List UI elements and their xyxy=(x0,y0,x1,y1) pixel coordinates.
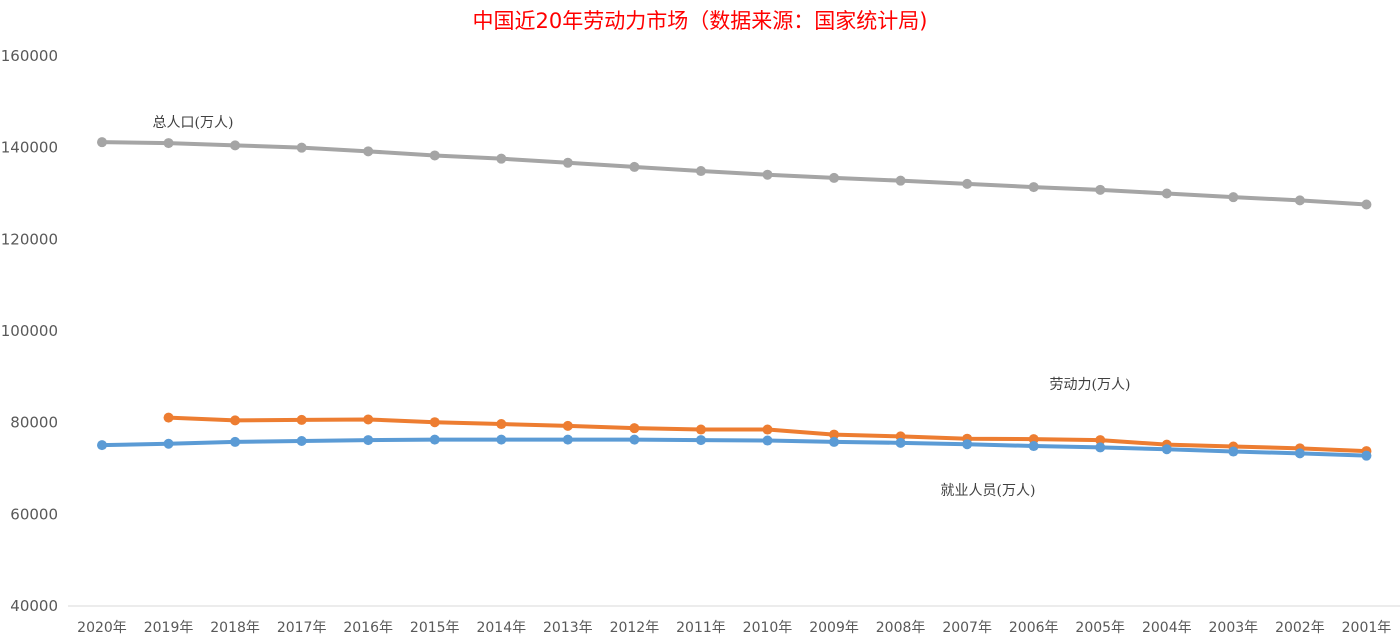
data-point-marker xyxy=(1361,450,1372,461)
data-point-marker xyxy=(296,436,307,446)
chart-title: 中国近20年劳动力市场（数据来源：国家统计局) xyxy=(472,9,928,33)
data-point-marker xyxy=(695,166,706,177)
x-tick-label: 2005年 xyxy=(1075,620,1125,636)
x-tick-label: 2017年 xyxy=(277,620,327,636)
data-point-marker xyxy=(1028,434,1039,445)
data-point-marker xyxy=(1228,446,1239,457)
data-point-marker xyxy=(230,140,241,151)
data-point-marker xyxy=(762,169,773,180)
series-label: 劳动力(万人) xyxy=(1050,377,1131,393)
x-tick-label: 2014年 xyxy=(476,620,526,636)
series-labels: 总人口(万人) 劳动力(万人) 就业人员(万人) xyxy=(153,115,1131,499)
series-group xyxy=(97,137,1372,461)
x-tick-label: 2008年 xyxy=(876,620,926,636)
data-point-marker xyxy=(1361,199,1372,210)
data-point-marker xyxy=(562,420,573,431)
x-tick-label: 2003年 xyxy=(1209,620,1259,636)
data-point-marker xyxy=(97,137,107,148)
data-point-marker xyxy=(1161,444,1172,455)
series-path xyxy=(101,437,1367,458)
data-point-marker xyxy=(1095,442,1106,453)
data-point-marker xyxy=(163,412,174,423)
x-tick-label: 2006年 xyxy=(1009,620,1059,636)
data-point-marker xyxy=(230,415,241,426)
y-tick-label: 60000 xyxy=(10,505,58,523)
data-point-marker xyxy=(1228,192,1239,203)
x-axis: 2020年 2019年 2018年 2017年 2016年 2015年 2014年 2013年… xyxy=(77,620,1391,636)
data-point-marker xyxy=(363,435,374,446)
x-tick-label: 2016年 xyxy=(343,620,393,636)
series-line xyxy=(97,434,1372,461)
data-point-marker xyxy=(829,172,840,183)
data-point-marker xyxy=(1028,441,1039,452)
data-point-marker xyxy=(695,435,706,446)
data-point-marker xyxy=(296,142,307,153)
x-tick-label: 2002年 xyxy=(1275,620,1325,636)
x-tick-label: 2010年 xyxy=(743,620,793,636)
series-line xyxy=(97,137,1372,210)
y-tick-label: 160000 xyxy=(1,47,58,65)
y-tick-label: 140000 xyxy=(1,139,58,157)
data-point-marker xyxy=(163,138,174,149)
y-axis: 40000 60000 80000 100000 120000 140000 160000 xyxy=(1,47,58,615)
data-point-marker xyxy=(629,161,640,172)
x-tick-label: 2019年 xyxy=(144,620,194,636)
data-point-marker xyxy=(296,414,307,425)
data-point-marker xyxy=(429,150,440,161)
data-point-marker xyxy=(496,434,507,445)
data-point-marker xyxy=(762,424,773,435)
data-point-marker xyxy=(1095,435,1106,446)
data-point-marker xyxy=(1161,188,1172,199)
data-point-marker xyxy=(1028,182,1039,193)
x-tick-label: 2011年 xyxy=(676,620,726,636)
data-point-marker xyxy=(97,440,107,451)
x-tick-label: 2004年 xyxy=(1142,620,1192,636)
data-point-marker xyxy=(429,434,440,445)
data-point-marker xyxy=(562,434,573,445)
x-tick-label: 2020年 xyxy=(77,620,127,636)
x-tick-label: 2001年 xyxy=(1342,620,1392,636)
y-tick-label: 80000 xyxy=(10,414,58,432)
x-tick-label: 2018年 xyxy=(210,620,260,636)
data-point-marker xyxy=(829,429,840,440)
data-point-marker xyxy=(363,146,374,157)
data-point-marker xyxy=(429,417,440,428)
data-point-marker xyxy=(895,437,906,448)
data-point-marker xyxy=(363,414,374,425)
data-point-marker xyxy=(695,424,706,435)
data-point-marker xyxy=(629,434,640,445)
data-point-marker xyxy=(496,419,507,430)
y-tick-label: 40000 xyxy=(10,597,58,615)
data-point-marker xyxy=(1294,195,1305,206)
data-point-marker xyxy=(762,435,773,446)
x-tick-label: 2013年 xyxy=(543,620,593,636)
data-point-marker xyxy=(496,153,507,164)
x-tick-label: 2012年 xyxy=(610,620,660,636)
series-path xyxy=(101,140,1367,207)
series-label: 就业人员(万人) xyxy=(941,483,1036,499)
data-point-marker xyxy=(230,436,241,447)
y-tick-label: 120000 xyxy=(1,230,58,248)
data-point-marker xyxy=(562,157,573,168)
data-point-marker xyxy=(163,438,174,449)
data-point-marker xyxy=(829,436,840,447)
y-tick-label: 100000 xyxy=(1,322,58,340)
data-point-marker xyxy=(1294,448,1305,459)
data-point-marker xyxy=(1095,184,1106,195)
x-tick-label: 2007年 xyxy=(942,620,992,636)
x-tick-label: 2015年 xyxy=(410,620,460,636)
data-point-marker xyxy=(629,423,640,434)
data-point-marker xyxy=(962,178,973,189)
x-tick-label: 2009年 xyxy=(809,620,859,636)
data-point-marker xyxy=(895,175,906,186)
series-label: 总人口(万人) xyxy=(153,115,234,131)
data-point-marker xyxy=(962,439,973,450)
